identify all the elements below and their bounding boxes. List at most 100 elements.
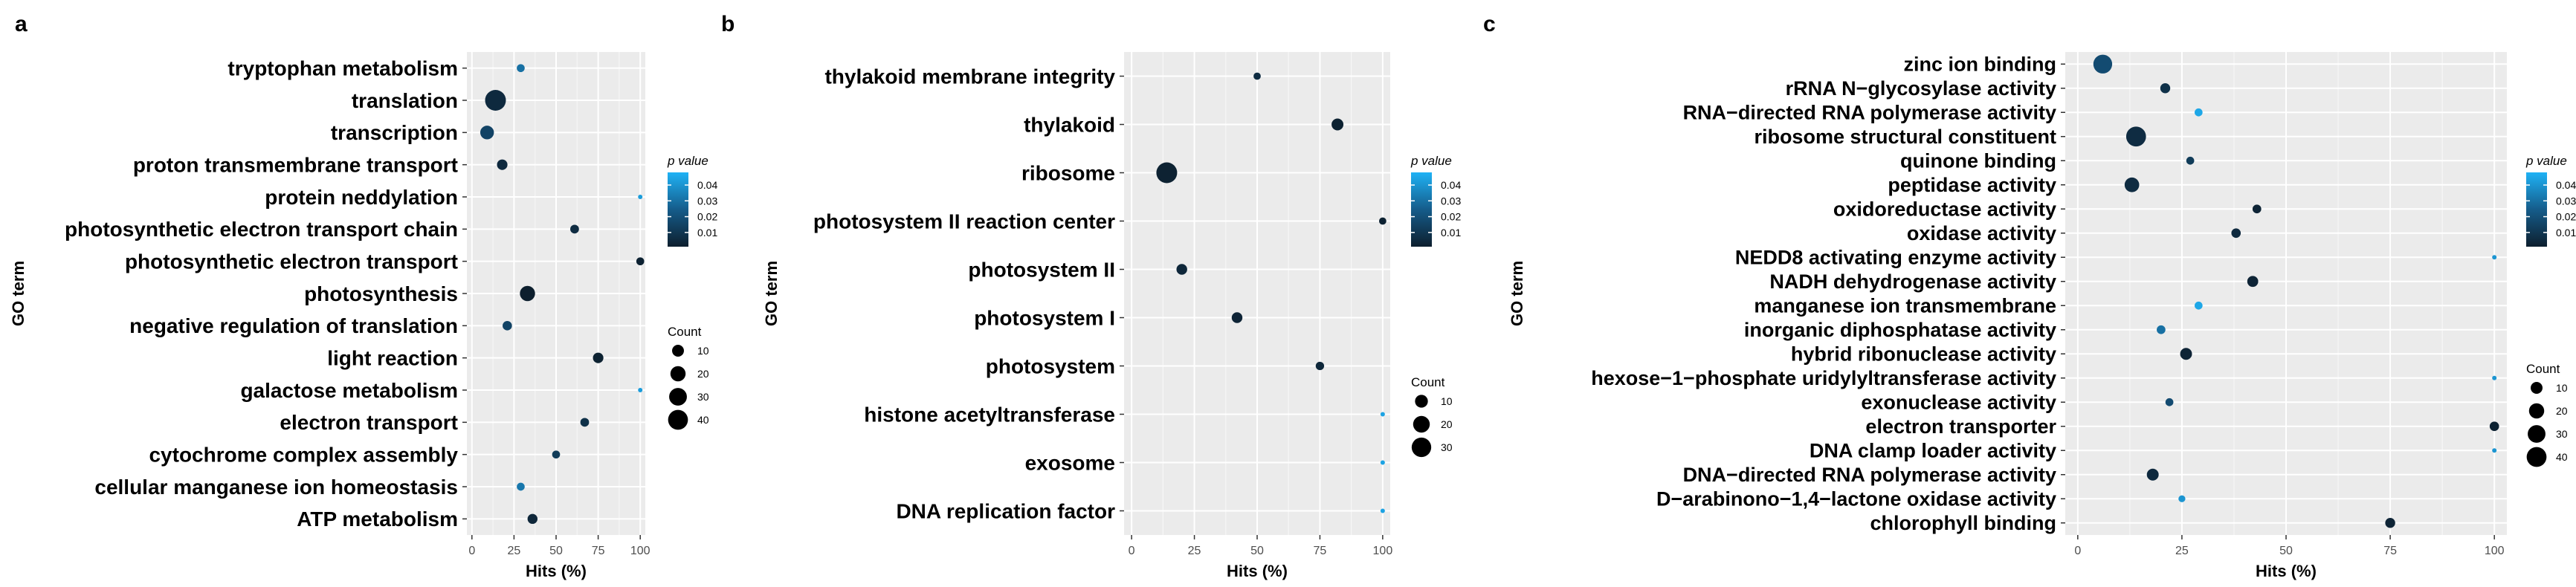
category-label: inorganic diphosphatase activity <box>1744 319 2056 341</box>
panel-b: b 0 25 50 75 100 thylakoid membrane integrity t… <box>721 12 1461 580</box>
data-point <box>520 285 535 302</box>
panel-a: a 0 25 50 75 100 tryptophan metabolism translat… <box>9 12 717 580</box>
category-label: light reaction <box>327 346 458 369</box>
colorbar-tick-label: 0.03 <box>1441 195 1461 207</box>
pvalue-legend-title: p value <box>1410 154 1452 168</box>
data-point <box>2146 468 2159 481</box>
data-point <box>636 257 645 266</box>
category-label: exonuclease activity <box>1861 392 2056 414</box>
panel-letter: a <box>15 12 28 36</box>
category-label: protein neddylation <box>265 186 458 209</box>
data-point <box>1156 162 1178 184</box>
data-point <box>1380 508 1385 513</box>
data-point <box>638 195 643 199</box>
x-tick-label: 25 <box>507 545 520 557</box>
count-legend-label: 30 <box>1441 441 1453 453</box>
category-label: NADH dehydrogenase activity <box>1769 270 2056 293</box>
data-point <box>2385 518 2395 528</box>
data-point <box>2157 325 2166 334</box>
x-tick-label: 25 <box>1188 545 1201 557</box>
pvalue-colorbar <box>2526 172 2547 247</box>
data-point <box>2160 83 2171 94</box>
data-point <box>2165 398 2174 406</box>
count-legend-label: 20 <box>1441 418 1453 430</box>
category-label: histone acetyltransferase <box>864 403 1115 426</box>
data-point <box>570 224 579 234</box>
colorbar-tick-label: 0.01 <box>1441 227 1461 239</box>
count-legend-key <box>1411 437 1432 458</box>
category-label: oxidase activity <box>1907 222 2056 244</box>
data-point <box>2093 54 2113 74</box>
colorbar-tick-label: 0.02 <box>697 211 717 223</box>
pvalue-legend-title: p value <box>2525 154 2567 168</box>
data-point <box>2180 348 2192 360</box>
count-legend-label: 30 <box>697 391 709 403</box>
pvalue-legend: p value 0.04 0.03 0.02 0.01 <box>667 154 717 247</box>
colorbar-tick-label: 0.04 <box>1441 179 1461 191</box>
count-legend-label: 40 <box>697 414 709 426</box>
category-label: exosome <box>1025 451 1115 474</box>
count-legend: Count 10 20 30 <box>1411 375 1453 458</box>
colorbar-tick-label: 0.02 <box>1441 211 1461 223</box>
count-legend-key <box>2528 403 2545 419</box>
y-axis-title: GO term <box>9 261 28 326</box>
category-label: DNA−directed RNA polymerase activity <box>1683 464 2056 486</box>
data-point <box>1331 118 1344 131</box>
category-label: NEDD8 activating enzyme activity <box>1735 247 2056 269</box>
category-label: photosynthetic electron transport <box>125 250 458 273</box>
x-axis-title: Hits (%) <box>2256 562 2317 580</box>
panel-letter: c <box>1483 12 1496 36</box>
data-point <box>497 159 508 170</box>
colorbar-tick-label: 0.01 <box>2556 227 2576 239</box>
data-point <box>1380 412 1385 417</box>
data-point <box>2194 301 2203 310</box>
count-legend-title: Count <box>2526 362 2560 376</box>
colorbar-tick-label: 0.04 <box>697 179 717 191</box>
count-legend-label: 10 <box>1441 395 1453 407</box>
x-tick-label: 50 <box>2279 545 2293 557</box>
count-legend-label: 40 <box>2556 451 2568 463</box>
x-tick-label: 75 <box>592 545 605 557</box>
data-point <box>580 418 590 427</box>
category-label: photosystem II <box>968 258 1115 281</box>
count-legend: Count 10 20 30 40 <box>2526 362 2568 467</box>
count-legend-label: 20 <box>697 368 709 380</box>
data-point <box>503 321 512 331</box>
pvalue-colorbar <box>668 172 688 247</box>
category-label: ATP metabolism <box>297 507 458 531</box>
data-point <box>517 64 525 73</box>
category-label: DNA replication factor <box>896 499 1115 522</box>
x-tick-label: 0 <box>2074 545 2081 557</box>
category-label: cytochrome complex assembly <box>149 443 458 466</box>
category-label: tryptophan metabolism <box>227 56 458 80</box>
data-point <box>1231 312 1243 323</box>
count-legend-label: 30 <box>2556 428 2568 440</box>
count-legend-key <box>670 366 686 382</box>
category-label: rRNA N−glycosylase activity <box>1786 77 2056 100</box>
category-label: transcription <box>331 121 458 144</box>
x-axis-title: Hits (%) <box>1227 562 1288 580</box>
data-point <box>517 482 525 491</box>
category-label: translation <box>352 89 458 112</box>
colorbar-tick-label: 0.01 <box>697 227 717 239</box>
pvalue-legend: p value 0.04 0.03 0.02 0.01 <box>2525 154 2576 247</box>
x-tick-label: 0 <box>468 545 475 557</box>
category-label: hybrid ribonuclease activity <box>1791 343 2056 366</box>
category-label: manganese ion transmembrane <box>1754 295 2056 317</box>
data-point <box>2124 177 2140 192</box>
category-label: quinone binding <box>1900 150 2056 172</box>
category-label: DNA clamp loader activity <box>1810 440 2056 462</box>
data-point <box>1378 217 1387 225</box>
category-label: RNA−directed RNA polymerase activity <box>1683 102 2056 124</box>
category-label: peptidase activity <box>1888 174 2056 196</box>
category-label: electron transporter <box>1865 415 2056 438</box>
x-tick-label: 75 <box>2383 545 2397 557</box>
category-label: thylakoid membrane integrity <box>824 65 1115 88</box>
data-point <box>1380 460 1385 465</box>
category-label: photosystem II reaction center <box>813 210 1115 233</box>
category-label: photosynthetic electron transport chain <box>65 218 458 241</box>
category-label: thylakoid <box>1024 113 1115 136</box>
data-point <box>2247 276 2259 288</box>
count-legend-key <box>2528 425 2546 443</box>
